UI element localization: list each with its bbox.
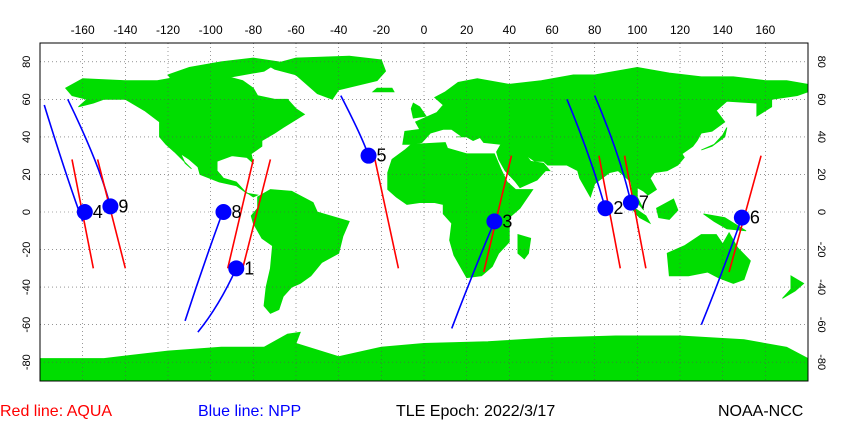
land-madagascar (517, 233, 532, 260)
longitude-tick-label: -40 (330, 23, 348, 37)
longitude-tick-label: -160 (71, 23, 95, 37)
satellite-marker (76, 204, 93, 220)
world-map: 1 2 3 4 5 6 7 8 9 -160 -140 -120 -100 -80 -60 -40 -20 0 2… (21, 23, 827, 382)
aqua-track-line (482, 155, 513, 273)
latitude-labels-right: 80 60 40 20 0 -20 -40 -60 -80 (815, 56, 827, 371)
npp-track-line (700, 217, 743, 325)
longitude-tick-label: -100 (199, 23, 223, 37)
longitude-tick-label: 80 (588, 23, 602, 37)
longitude-tick-label: 0 (421, 23, 428, 37)
credit-caption: NOAA-NCC (718, 403, 804, 420)
npp-track-line (593, 95, 632, 203)
latitude-tick-label: 80 (815, 56, 827, 68)
npp-track-line (184, 215, 223, 322)
longitude-tick-label: -20 (373, 23, 391, 37)
latitude-tick-label: -80 (21, 354, 33, 370)
longitude-tick-label: 20 (460, 23, 474, 37)
aqua-track-line (623, 155, 647, 269)
latitude-tick-label: 0 (21, 209, 33, 215)
satellite-number-label: 4 (93, 202, 103, 222)
latitude-tick-label: -40 (815, 279, 827, 295)
land-new-guinea (703, 213, 747, 232)
npp-track-line (450, 221, 496, 329)
land-south-america (250, 189, 350, 314)
satellite-marker (360, 147, 377, 164)
satellite-marker (102, 198, 119, 215)
latitude-tick-label: -60 (815, 317, 827, 333)
land-eurasia (402, 66, 809, 211)
latitude-tick-label: -40 (21, 279, 33, 295)
satellite-marker (486, 213, 503, 230)
latitude-tick-label: 0 (815, 209, 827, 215)
land-africa (387, 142, 534, 279)
npp-legend-caption: Blue line: NPP (198, 403, 302, 420)
latitude-tick-label: -20 (21, 242, 33, 258)
longitude-tick-label: 160 (755, 23, 775, 37)
longitude-tick-label: -140 (113, 23, 137, 37)
satellite-markers: 1 2 3 4 5 6 7 8 9 (76, 146, 760, 278)
latitude-tick-label: -80 (815, 354, 827, 370)
satellite-marker (597, 200, 614, 217)
land-arctic-islands (167, 57, 281, 81)
land-greenland (267, 55, 387, 100)
satellite-number-label: 9 (118, 196, 128, 216)
map-frame (39, 42, 809, 382)
satellite-number-label: 7 (639, 193, 649, 213)
satellite-number-label: 8 (231, 202, 241, 222)
longitude-tick-label: -120 (156, 23, 180, 37)
land-north-america (64, 74, 306, 198)
aqua-legend-caption: Red line: AQUA (0, 403, 113, 420)
land-iceland (371, 87, 395, 93)
satellite-number-label: 1 (244, 258, 254, 278)
land-uk (410, 102, 427, 119)
longitude-tick-label: -60 (287, 23, 305, 37)
latitude-tick-label: -60 (21, 317, 33, 333)
satellite-number-label: 3 (502, 211, 512, 231)
aqua-track-line (226, 159, 255, 269)
satellite-marker (215, 204, 232, 220)
longitude-tick-label: -80 (245, 23, 263, 37)
longitude-tick-label: 120 (670, 23, 690, 37)
satellite-marker (733, 209, 750, 226)
satellite-number-label: 5 (377, 146, 387, 166)
latitude-tick-label: 20 (815, 168, 827, 180)
land-japan (701, 127, 728, 151)
latitude-tick-label: 40 (815, 131, 827, 143)
latitude-tick-label: 20 (21, 168, 33, 180)
satellite-number-label: 2 (613, 198, 623, 218)
npp-track-line (566, 99, 607, 209)
longitude-tick-label: 100 (627, 23, 647, 37)
longitude-labels: -160 -140 -120 -100 -80 -60 -40 -20 0 20 40 60 80 100… (71, 23, 776, 37)
satellite-marker (228, 260, 245, 277)
aqua-track-line (241, 159, 272, 269)
satellite-marker (622, 194, 639, 211)
latitude-labels-left: 80 60 40 20 0 -20 -40 -60 -80 (21, 56, 33, 371)
satellite-number-label: 6 (750, 208, 760, 228)
map-plot-area: 1 2 3 4 5 6 7 8 9 (39, 42, 809, 382)
land-new-zealand (782, 275, 805, 299)
latitude-tick-label: 60 (21, 93, 33, 105)
graticule (40, 43, 808, 381)
latitude-tick-label: -20 (815, 242, 827, 258)
longitude-tick-label: 40 (503, 23, 517, 37)
latitude-tick-label: 40 (21, 131, 33, 143)
longitude-tick-label: 60 (545, 23, 559, 37)
land-arabia (497, 155, 551, 189)
tle-epoch-caption: TLE Epoch: 2022/3/17 (396, 403, 556, 420)
aqua-track-line (374, 159, 400, 269)
latitude-tick-label: 80 (21, 56, 33, 68)
latitude-tick-label: 60 (815, 93, 827, 105)
land-borneo (656, 198, 679, 220)
longitude-tick-label: 140 (713, 23, 733, 37)
